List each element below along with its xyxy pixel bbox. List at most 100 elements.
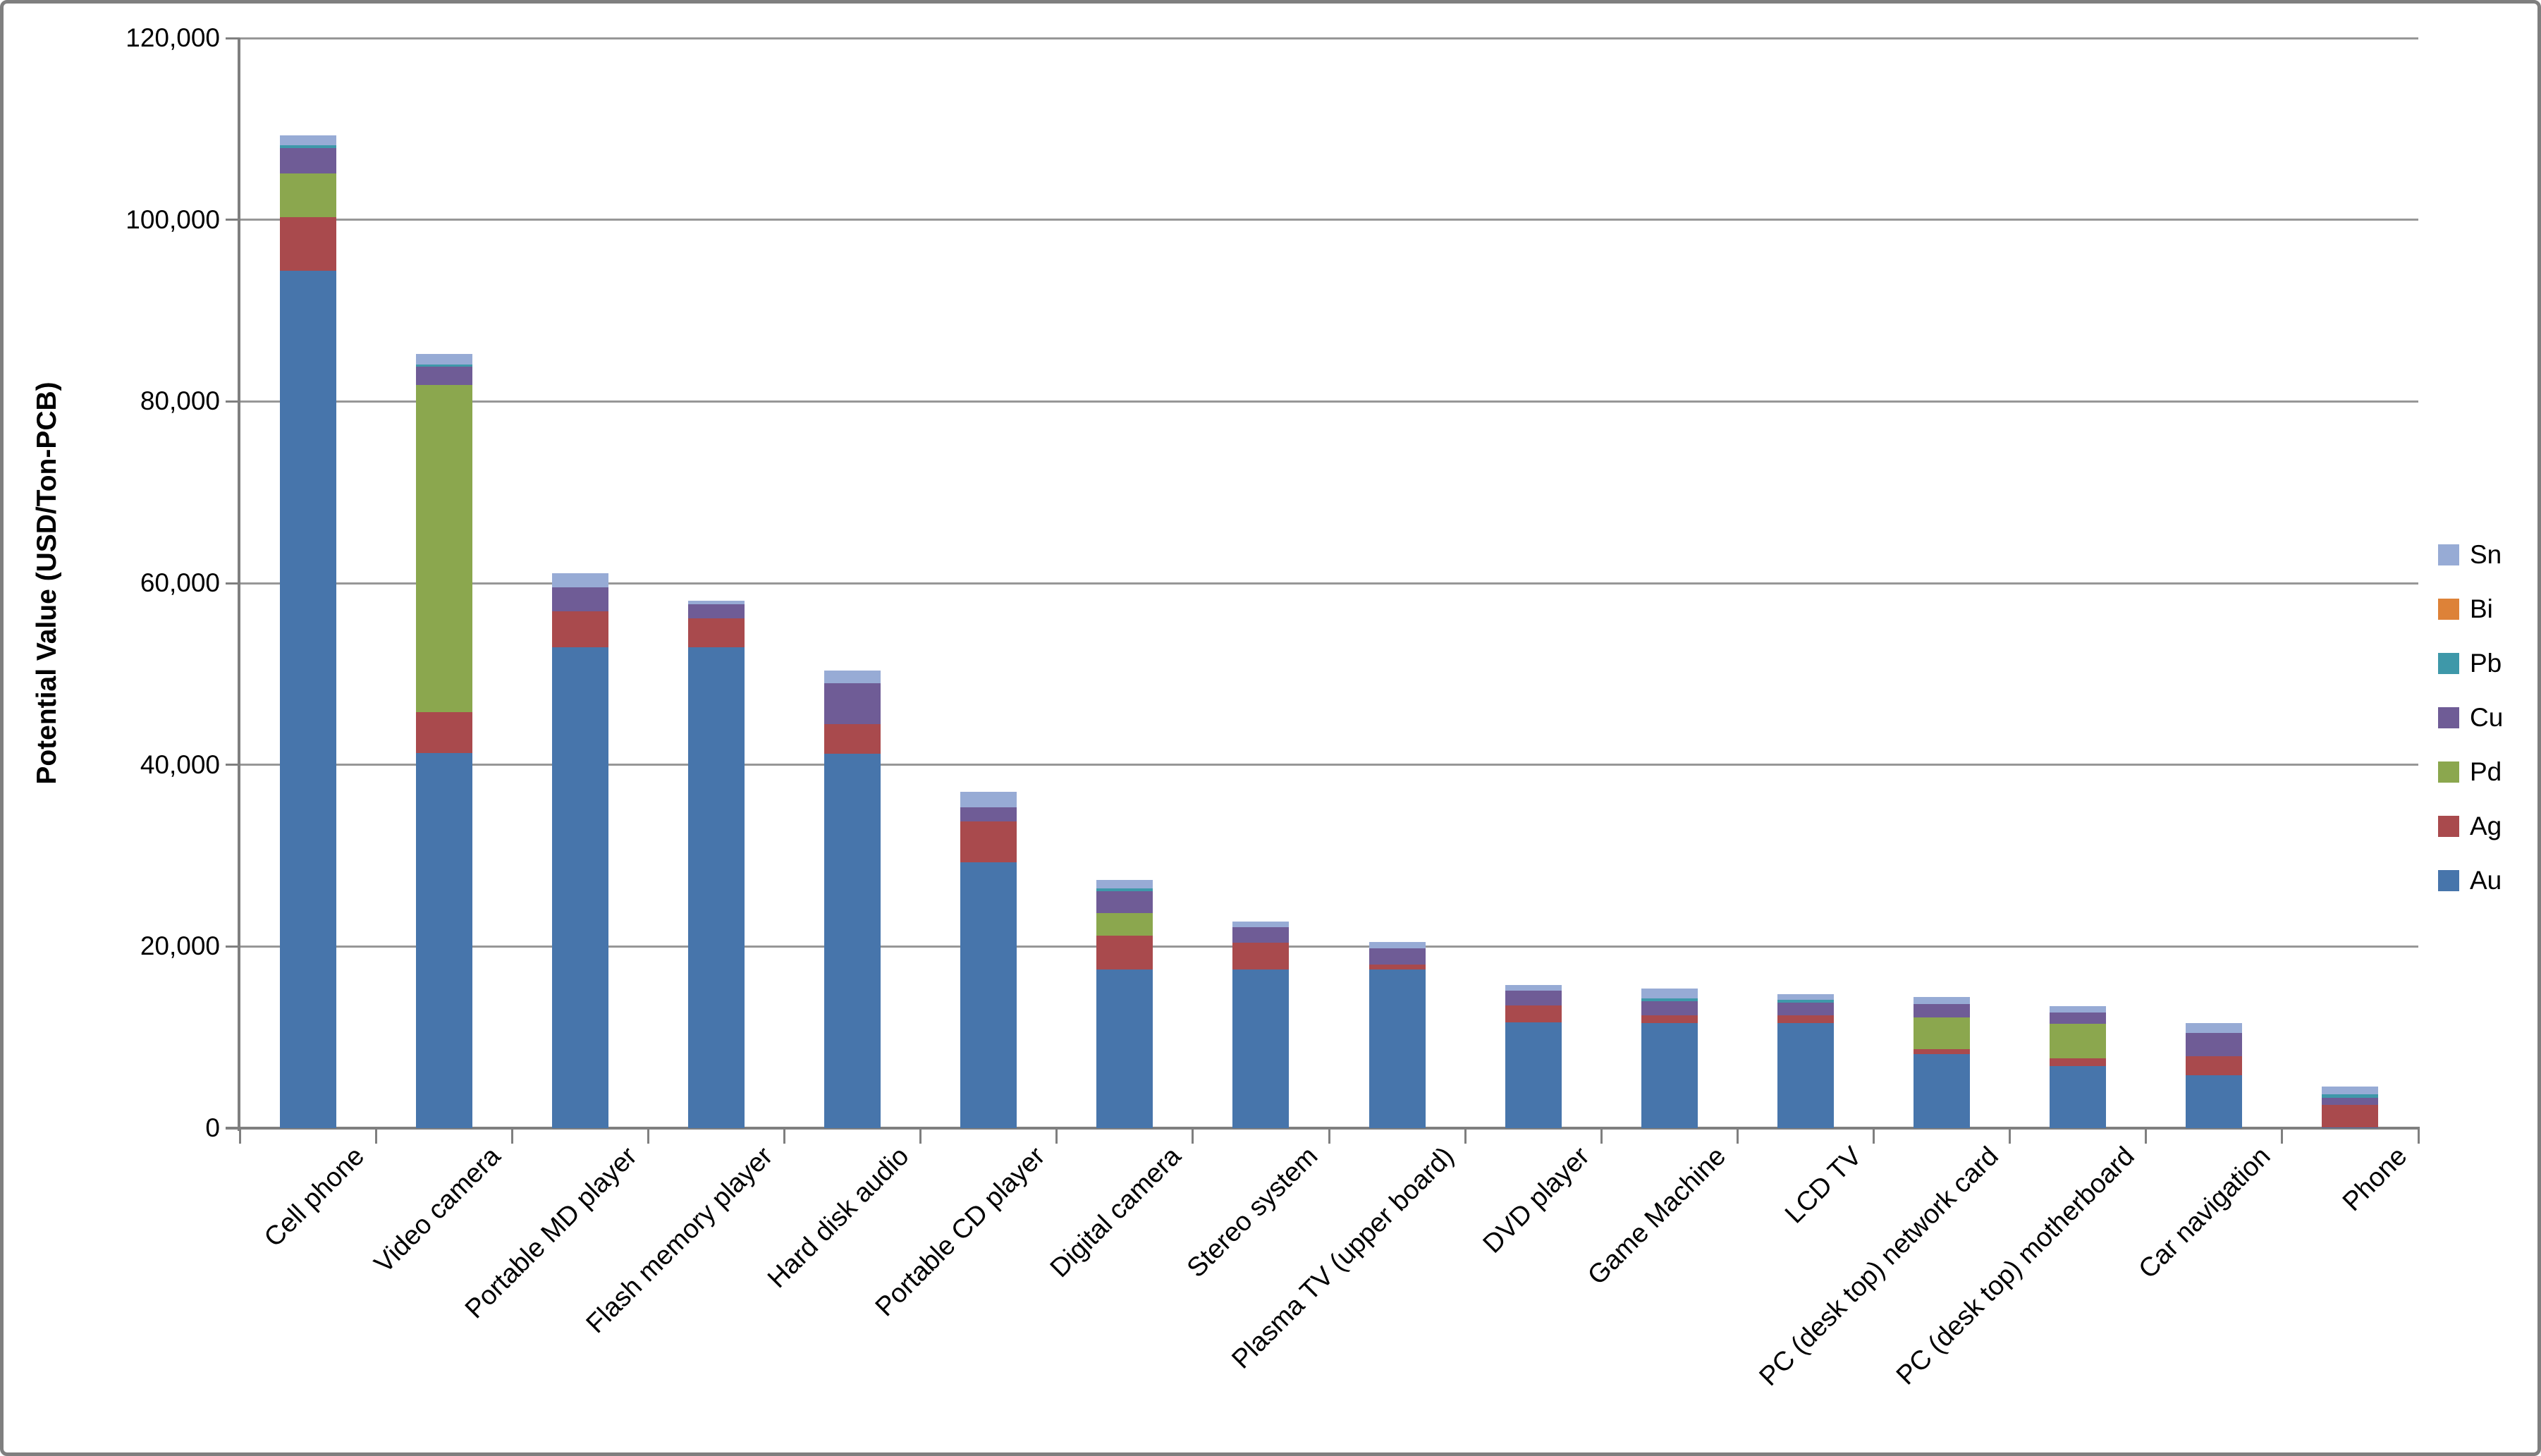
y-tick-label: 100,000 — [125, 204, 220, 234]
bar-segment-cu — [1096, 891, 1153, 913]
legend-label: Ag — [2470, 812, 2502, 840]
bar-segment-sn — [1914, 996, 1971, 1004]
x-axis-tick — [2417, 1128, 2420, 1144]
stacked-bar — [2186, 1023, 2243, 1128]
bar-segment-cu — [1914, 1003, 1971, 1017]
bar-segment-pd — [1096, 912, 1153, 936]
bar-segment-cu — [279, 147, 336, 173]
x-axis-tick — [1600, 1128, 1603, 1144]
x-axis-line — [226, 1127, 2420, 1130]
bar-segment-au — [279, 270, 336, 1128]
gridline — [240, 219, 2418, 221]
bar-segment-pb — [1641, 998, 1698, 1002]
bar-segment-sn — [1777, 994, 1834, 1000]
legend-entry: Pd — [2438, 757, 2503, 788]
bar-segment-pb — [1777, 999, 1834, 1003]
bar-segment-cu — [1777, 1003, 1834, 1015]
bar-segment-au — [960, 862, 1017, 1128]
bar-segment-sn — [687, 600, 745, 604]
bar-segment-sn — [279, 135, 336, 146]
stacked-bar — [2322, 1087, 2379, 1128]
x-axis-tick — [2281, 1128, 2284, 1144]
legend-entry: Ag — [2438, 811, 2503, 842]
stacked-bar — [1096, 880, 1153, 1128]
bar-segment-cu — [551, 587, 608, 611]
x-axis-tick — [510, 1128, 513, 1144]
bar-segment-sn — [1505, 985, 1562, 991]
gridline — [240, 582, 2418, 585]
y-axis-tick — [226, 764, 240, 766]
bar-segment-ag — [824, 724, 881, 754]
bar-segment-au — [1232, 969, 1290, 1128]
legend-swatch-ag — [2438, 816, 2459, 837]
bar-segment-pd — [1914, 1017, 1971, 1049]
x-axis-tick — [1328, 1128, 1330, 1144]
bar-segment-pb — [1096, 888, 1153, 891]
x-axis-tick — [374, 1128, 377, 1144]
y-axis-tick — [226, 37, 240, 39]
bar-segment-cu — [1505, 991, 1562, 1006]
stacked-bar — [2050, 1006, 2107, 1128]
x-axis-tick — [1192, 1128, 1194, 1144]
legend-swatch-au — [2438, 870, 2459, 891]
bar-segment-ag — [279, 216, 336, 271]
stacked-bar — [1777, 994, 1834, 1128]
x-axis-tick — [2145, 1128, 2148, 1144]
bar-segment-ag — [1641, 1015, 1698, 1023]
bar-segment-cu — [2186, 1032, 2243, 1056]
y-axis-tick — [226, 400, 240, 403]
bar-segment-au — [1096, 969, 1153, 1128]
legend-label: Pb — [2470, 649, 2502, 678]
x-axis-tick — [1055, 1128, 1058, 1144]
legend-entry: Cu — [2438, 702, 2503, 733]
stacked-bar — [415, 354, 472, 1128]
y-axis-line — [238, 38, 240, 1131]
bar-segment-sn — [551, 573, 608, 587]
y-tick-label: 0 — [205, 1113, 220, 1142]
bar-segment-au — [2186, 1075, 2243, 1128]
bar-segment-sn — [1641, 989, 1698, 998]
x-axis-tick — [647, 1128, 649, 1144]
bar-segment-au — [415, 752, 472, 1128]
bar-segment-au — [1505, 1022, 1562, 1128]
legend-entry: Au — [2438, 865, 2503, 896]
stacked-bar — [1232, 921, 1290, 1128]
y-axis-tick — [226, 1127, 240, 1130]
legend-label: Bi — [2470, 594, 2493, 623]
legend: Sn Bi Pb Cu Pd Ag Au — [2438, 539, 2503, 919]
x-axis-tick — [238, 1128, 241, 1144]
bar-segment-ag — [2050, 1058, 2107, 1066]
bar-segment-sn — [960, 791, 1017, 807]
stacked-bar — [279, 135, 336, 1128]
bar-segment-pb — [2322, 1094, 2379, 1099]
legend-label: Au — [2470, 866, 2502, 895]
bar-segment-sn — [824, 671, 881, 684]
legend-label: Sn — [2470, 540, 2502, 569]
legend-swatch-sn — [2438, 544, 2459, 565]
y-tick-label: 20,000 — [140, 931, 220, 961]
legend-swatch-pd — [2438, 761, 2459, 783]
gridline — [240, 945, 2418, 948]
stacked-bar — [1914, 996, 1971, 1128]
bar-segment-au — [2050, 1065, 2107, 1128]
legend-label: Cu — [2470, 703, 2504, 732]
bar-segment-pb — [279, 145, 336, 148]
bar-segment-sn — [1096, 880, 1153, 888]
x-axis-tick — [1736, 1128, 1739, 1144]
bar-segment-au — [824, 754, 881, 1128]
bar-segment-ag — [1096, 935, 1153, 969]
bar-segment-au — [1777, 1022, 1834, 1128]
legend-swatch-pb — [2438, 653, 2459, 674]
bar-segment-sn — [415, 354, 472, 365]
bar-segment-pd — [2050, 1024, 2107, 1058]
bar-segment-sn — [2186, 1023, 2243, 1033]
bar-segment-cu — [1232, 927, 1290, 943]
y-tick-label: 120,000 — [125, 23, 220, 52]
plot-area — [240, 38, 2418, 1128]
legend-swatch-bi — [2438, 599, 2459, 620]
bar-segment-cu — [1641, 1001, 1698, 1015]
y-tick-label: 80,000 — [140, 386, 220, 416]
gridline — [240, 764, 2418, 766]
bar-segment-ag — [960, 821, 1017, 862]
bar-segment-au — [551, 647, 608, 1128]
